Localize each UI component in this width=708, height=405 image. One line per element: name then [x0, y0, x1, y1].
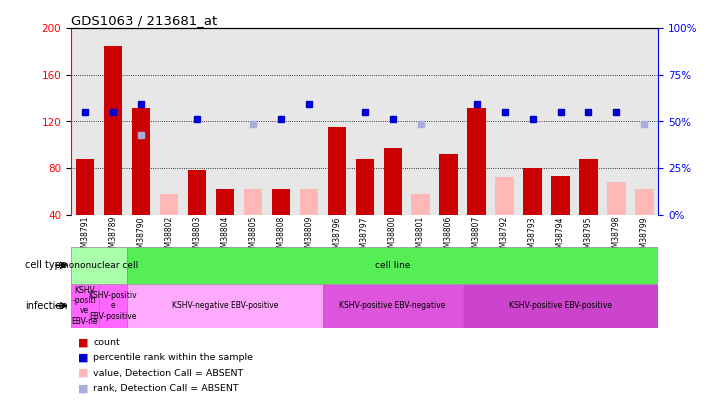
- Bar: [183, 28, 211, 215]
- Text: KSHV-positive EBV-positive: KSHV-positive EBV-positive: [509, 301, 612, 310]
- Text: rank, Detection Call = ABSENT: rank, Detection Call = ABSENT: [93, 384, 239, 393]
- Bar: [384, 148, 401, 215]
- Bar: [244, 189, 262, 215]
- Text: mononuclear cell: mononuclear cell: [59, 261, 138, 270]
- Text: KSHV-positiv
e
EBV-positive: KSHV-positiv e EBV-positive: [88, 291, 137, 321]
- Text: infection: infection: [25, 301, 67, 311]
- Bar: [350, 28, 379, 215]
- Bar: [99, 28, 127, 215]
- Bar: [462, 28, 491, 215]
- Bar: [440, 154, 457, 215]
- Text: ■: ■: [78, 337, 88, 347]
- Bar: [188, 171, 206, 215]
- Text: KSHV-negative EBV-positive: KSHV-negative EBV-positive: [171, 301, 278, 310]
- Bar: [267, 28, 295, 215]
- Bar: [467, 107, 486, 215]
- Bar: [574, 28, 603, 215]
- Bar: [295, 28, 323, 215]
- Bar: [323, 284, 462, 328]
- Bar: [635, 189, 653, 215]
- Bar: [211, 28, 239, 215]
- Text: ■: ■: [78, 384, 88, 393]
- Bar: [496, 177, 513, 215]
- Bar: [155, 28, 183, 215]
- Bar: [127, 28, 155, 215]
- Bar: [462, 284, 658, 328]
- Text: cell type: cell type: [25, 260, 67, 270]
- Bar: [71, 247, 127, 284]
- Text: KSHV
-positi
ve
EBV-ne: KSHV -positi ve EBV-ne: [72, 286, 98, 326]
- Bar: [132, 107, 150, 215]
- Bar: [239, 28, 267, 215]
- Bar: [323, 28, 350, 215]
- Bar: [435, 28, 462, 215]
- Bar: [518, 28, 547, 215]
- Bar: [552, 176, 570, 215]
- Text: cell line: cell line: [375, 261, 411, 270]
- Bar: [579, 159, 598, 215]
- Bar: [272, 189, 290, 215]
- Bar: [355, 159, 374, 215]
- Bar: [103, 46, 122, 215]
- Text: ■: ■: [78, 368, 88, 378]
- Text: ■: ■: [78, 353, 88, 362]
- Text: value, Detection Call = ABSENT: value, Detection Call = ABSENT: [93, 369, 244, 377]
- Bar: [523, 168, 542, 215]
- Bar: [127, 284, 323, 328]
- Bar: [411, 194, 430, 215]
- Bar: [159, 194, 178, 215]
- Bar: [379, 28, 406, 215]
- Bar: [216, 189, 234, 215]
- Bar: [491, 28, 518, 215]
- Bar: [547, 28, 574, 215]
- Text: count: count: [93, 338, 120, 347]
- Text: GDS1063 / 213681_at: GDS1063 / 213681_at: [71, 14, 217, 27]
- Text: percentile rank within the sample: percentile rank within the sample: [93, 353, 253, 362]
- Bar: [603, 28, 630, 215]
- Bar: [76, 159, 94, 215]
- Bar: [299, 189, 318, 215]
- Bar: [99, 284, 127, 328]
- Bar: [607, 182, 626, 215]
- Bar: [406, 28, 435, 215]
- Bar: [71, 28, 99, 215]
- Bar: [328, 127, 346, 215]
- Bar: [630, 28, 658, 215]
- Bar: [71, 284, 99, 328]
- Text: KSHV-positive EBV-negative: KSHV-positive EBV-negative: [339, 301, 446, 310]
